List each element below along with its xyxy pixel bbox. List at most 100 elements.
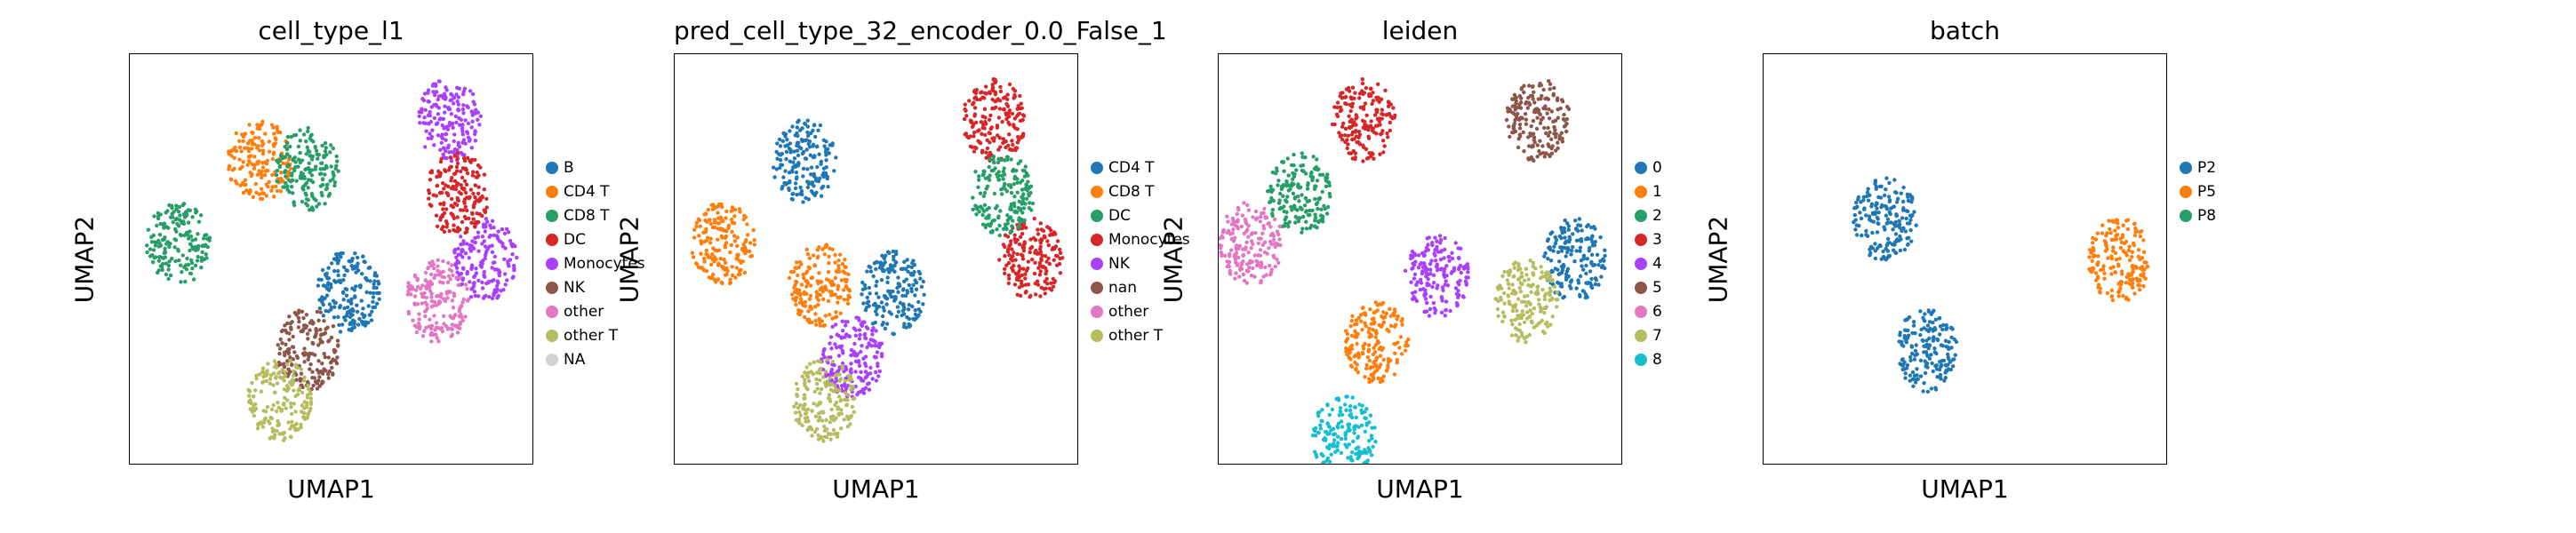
scatter-point [988, 173, 992, 178]
scatter-point [260, 161, 265, 165]
scatter-point [1364, 156, 1370, 161]
scatter-point [1457, 266, 1461, 270]
scatter-point [460, 242, 464, 247]
scatter-point [1371, 365, 1375, 370]
scatter-point [852, 351, 856, 356]
scatter-point [865, 345, 869, 350]
scatter-point [290, 411, 294, 417]
scatter-point [1526, 299, 1531, 305]
scatter-point [269, 123, 275, 127]
scatter-point [436, 97, 440, 102]
scatter-point [871, 274, 876, 279]
scatter-point [1438, 237, 1444, 243]
scatter-point [1557, 259, 1562, 264]
scatter-point [825, 147, 830, 151]
scatter-point [836, 407, 840, 411]
scatter-point [276, 343, 280, 347]
cluster-2 [274, 125, 340, 212]
scatter-point [1391, 106, 1396, 110]
scatter-point [1348, 102, 1352, 107]
scatter-point [917, 271, 923, 276]
scatter-point [1550, 314, 1555, 319]
scatter-point [801, 174, 805, 179]
scatter-point [270, 185, 275, 189]
scatter-point [837, 252, 843, 257]
scatter-point [500, 244, 505, 249]
scatter-point [1353, 353, 1358, 358]
scatter-point [265, 405, 270, 410]
scatter-point [817, 271, 821, 275]
scatter-point [1438, 250, 1444, 254]
scatter-point [825, 357, 830, 362]
scatter-point [148, 247, 153, 251]
scatter-point [1253, 217, 1259, 222]
scatter-point [1020, 168, 1026, 172]
scatter-point [987, 205, 991, 211]
scatter-point [807, 256, 812, 260]
scatter-point [495, 296, 500, 300]
scatter-point [1540, 151, 1546, 155]
scatter-point [1433, 248, 1437, 252]
scatter-point [457, 145, 462, 149]
legend-label: other T [1108, 326, 1164, 345]
scatter-point [1514, 326, 1518, 330]
scatter-point [450, 332, 454, 337]
scatter-point [1557, 234, 1562, 239]
scatter-point [810, 409, 814, 413]
scatter-point [1275, 257, 1279, 262]
scatter-point [239, 149, 244, 154]
scatter-point [846, 272, 851, 276]
scatter-point [1395, 357, 1399, 362]
scatter-point [285, 398, 290, 402]
scatter-point [1388, 306, 1392, 311]
scatter-point [806, 265, 811, 269]
scatter-point [1542, 297, 1548, 302]
scatter-point [1373, 123, 1379, 128]
cluster-7 [417, 79, 483, 163]
scatter-point [299, 171, 304, 175]
scatter-point [834, 400, 839, 405]
scatter-point [429, 326, 434, 330]
scatter-point [1052, 279, 1058, 283]
scatter-point [227, 164, 232, 169]
scatter-point [889, 294, 893, 299]
scatter-point [448, 277, 452, 282]
scatter-point [1412, 276, 1417, 281]
scatter-point [857, 363, 862, 368]
scatter-point [441, 146, 446, 150]
scatter-point [296, 325, 301, 330]
scatter-point [274, 172, 278, 177]
scatter-point [1537, 148, 1541, 154]
scatter-point [1448, 308, 1452, 314]
scatter-point [450, 196, 454, 202]
scatter-point [711, 246, 716, 251]
scatter-point [1531, 260, 1535, 266]
scatter-point [792, 285, 796, 290]
scatter-point [846, 287, 851, 291]
scatter-point [716, 221, 721, 226]
scatter-point [462, 197, 468, 202]
scatter-point [298, 150, 302, 155]
scatter-point [701, 267, 706, 272]
scatter-point [1366, 347, 1372, 352]
scatter-point [874, 329, 878, 333]
scatter-point [1301, 214, 1306, 219]
scatter-point [778, 144, 783, 148]
scatter-point [285, 164, 290, 169]
scatter-point [828, 143, 832, 147]
scatter-point [984, 150, 988, 155]
scatter-point [1010, 139, 1014, 143]
scatter-point [461, 208, 466, 212]
scatter-point [260, 196, 265, 202]
scatter-point [839, 336, 844, 340]
scatter-point [792, 156, 797, 161]
scatter-point [1502, 314, 1507, 318]
scatter-point [1412, 251, 1417, 256]
scatter-point [465, 208, 469, 213]
scatter-point [1565, 105, 1570, 109]
scatter-point [1028, 295, 1032, 299]
scatter-point [737, 259, 741, 263]
cluster-9 [405, 258, 471, 344]
scatter-point [314, 328, 318, 333]
scatter-point [454, 275, 459, 280]
